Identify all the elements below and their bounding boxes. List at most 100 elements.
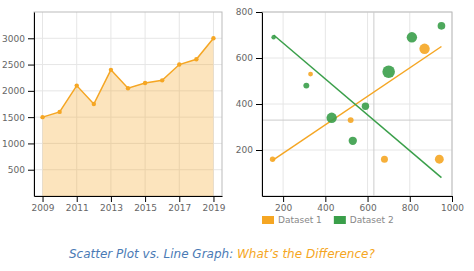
tick: 500 [8, 165, 34, 175]
tick-mark [256, 12, 262, 13]
x-axis: 2009 2011 2013 2015 2017 2019 [32, 196, 226, 213]
tick: 600 [359, 196, 376, 213]
point [382, 66, 395, 79]
tick-label: 400 [317, 203, 334, 213]
plot-frame [262, 12, 452, 196]
point [303, 83, 309, 89]
marker [75, 83, 79, 87]
marks [262, 12, 452, 196]
legend: Dataset 1 Dataset 2 [262, 215, 394, 225]
tick: 800 [236, 7, 262, 17]
tick: 1000 [441, 196, 464, 213]
grid [262, 12, 452, 196]
tick-mark [43, 196, 44, 202]
tick: 2011 [66, 196, 89, 213]
tick-mark [256, 104, 262, 105]
tick-mark [256, 150, 262, 151]
reference-line [373, 12, 374, 196]
legend-item: Dataset 2 [334, 215, 394, 225]
tick: 2015 [134, 196, 157, 213]
marker [92, 102, 96, 106]
tick: 3000 [2, 34, 34, 44]
tick-label: 400 [236, 99, 253, 109]
marker [40, 115, 44, 119]
line [274, 35, 442, 178]
tick-label: 2013 [100, 203, 123, 213]
point [435, 155, 444, 164]
tick: 1500 [2, 113, 34, 123]
tick-mark [28, 117, 34, 118]
legend-swatch [262, 216, 274, 224]
tick-label: 600 [359, 203, 376, 213]
marks [40, 36, 215, 196]
plot: 2009 2011 2013 2015 2017 2019 500 1000 1500 2000 2… [2, 12, 226, 213]
tick-label: 200 [236, 145, 253, 155]
point [381, 156, 388, 163]
axis-line [262, 13, 263, 197]
tick-label: 3000 [2, 34, 25, 44]
marker [194, 57, 198, 61]
marker [211, 36, 215, 40]
tick: 800 [402, 196, 419, 213]
tick-label: 1000 [2, 139, 25, 149]
grid [34, 12, 222, 196]
tick: 2009 [32, 196, 55, 213]
legend-label: Dataset 1 [278, 215, 322, 225]
tick: 200 [275, 196, 292, 213]
tick-mark [179, 196, 180, 202]
tick: 2017 [168, 196, 191, 213]
tick-label: 1500 [2, 113, 25, 123]
marker [126, 86, 130, 90]
tick: 400 [317, 196, 334, 213]
title: Scatter Plot vs. Line Graph: What’s the … [69, 247, 375, 261]
tick-mark [256, 58, 262, 59]
tick-mark [145, 196, 146, 202]
tick-label: 2017 [168, 203, 191, 213]
axis-line [34, 13, 35, 197]
tick-label: 2019 [203, 203, 226, 213]
chart-root: 2009 2011 2013 2015 2017 2019 500 1000 1500 2000 2… [0, 0, 474, 271]
plot-frame [34, 12, 222, 196]
point [419, 44, 429, 54]
tick-mark [77, 196, 78, 202]
marker [160, 78, 164, 82]
point [362, 103, 369, 110]
tick-label: 800 [236, 7, 253, 17]
area [43, 38, 214, 196]
point [349, 137, 357, 145]
point [348, 117, 354, 123]
y-axis: 200 400 600 800 [236, 7, 263, 196]
point [438, 22, 446, 30]
plot: 2004006008001000200400600800Dataset 1Dat… [236, 7, 464, 225]
legend-swatch [334, 216, 346, 224]
point [326, 113, 336, 123]
point [308, 72, 313, 77]
legend-label: Dataset 2 [350, 215, 394, 225]
tick-mark [28, 91, 34, 92]
tick: 2019 [203, 196, 226, 213]
tick-label: 600 [236, 53, 253, 63]
tick: 600 [236, 53, 262, 63]
line [43, 38, 214, 117]
tick-label: 200 [275, 203, 292, 213]
tick-mark [452, 196, 453, 202]
line [273, 47, 442, 161]
tick-mark [325, 196, 326, 202]
tick-mark [111, 196, 112, 202]
reference-line [262, 120, 452, 121]
axis-line [263, 196, 453, 197]
tick: 400 [236, 99, 262, 109]
tick: 200 [236, 145, 262, 155]
grid-line [34, 38, 222, 39]
tick-label: 2000 [2, 86, 25, 96]
tick-mark [213, 196, 214, 202]
tick-mark [28, 170, 34, 171]
tick-label: 2015 [134, 203, 157, 213]
point [270, 156, 275, 161]
tick-label: 2500 [2, 60, 25, 70]
title-part: What’s the Difference? [237, 247, 375, 261]
marker [109, 68, 113, 72]
marker [143, 81, 147, 85]
tick: 2500 [2, 60, 34, 70]
x-axis: 200 400 600 800 1000 [263, 196, 465, 213]
